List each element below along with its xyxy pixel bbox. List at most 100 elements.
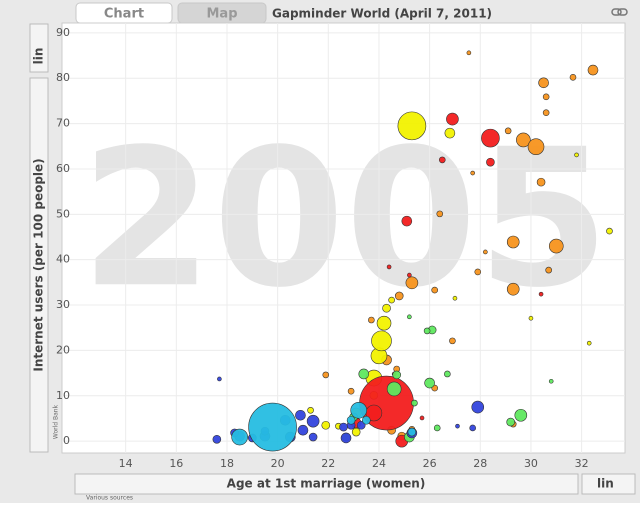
- bubble: [538, 291, 544, 297]
- bubble: [514, 408, 528, 422]
- bubble: [386, 381, 402, 397]
- bubble: [516, 132, 531, 148]
- bubble: [504, 127, 512, 135]
- x-tick-label: 32: [575, 457, 589, 470]
- bubble: [436, 210, 444, 218]
- x-tick-label: 24: [372, 457, 386, 470]
- bubble: [386, 264, 392, 270]
- bubble: [538, 77, 549, 89]
- x-axis-label[interactable]: Age at 1st marriage (women): [227, 477, 426, 491]
- bubble: [405, 276, 419, 290]
- y-tick-label: 30: [56, 298, 70, 311]
- bubble: [306, 414, 320, 428]
- bubble: [506, 235, 520, 249]
- bubble: [401, 215, 413, 227]
- bubble: [542, 109, 550, 117]
- bubble: [322, 371, 330, 379]
- bubble: [419, 415, 425, 421]
- chart-tab-label[interactable]: Chart: [104, 7, 144, 22]
- x-source: Various sources: [86, 495, 133, 502]
- x-scale-label[interactable]: lin: [597, 477, 614, 491]
- bubble: [351, 427, 361, 437]
- bubble: [545, 266, 552, 274]
- y-indicator-select[interactable]: [29, 77, 49, 453]
- bubble: [321, 420, 331, 430]
- x-tick-label: 14: [119, 457, 133, 470]
- bubble: [444, 370, 451, 378]
- y-axis-label[interactable]: Internet users (per 100 people): [32, 158, 46, 371]
- bubble: [586, 340, 592, 346]
- y-tick-label: 70: [56, 117, 70, 130]
- y-tick-label: 20: [56, 343, 70, 356]
- bubble: [392, 370, 401, 380]
- bubble: [606, 227, 613, 235]
- bubble: [350, 401, 367, 419]
- bubble: [411, 399, 418, 407]
- bubble: [481, 128, 500, 148]
- bubble: [407, 314, 412, 320]
- bubble: [248, 402, 297, 452]
- bubble: [346, 415, 356, 425]
- bubble: [466, 50, 472, 56]
- bubble: [424, 377, 435, 389]
- bubble: [433, 424, 441, 432]
- x-tick-label: 18: [220, 457, 234, 470]
- bubble: [423, 327, 431, 335]
- link-icon[interactable]: [611, 8, 628, 16]
- bubble: [469, 424, 476, 432]
- bubble: [548, 378, 554, 384]
- y-tick-label: 50: [56, 207, 70, 220]
- bubble: [307, 406, 314, 414]
- x-tick-label: 16: [169, 457, 183, 470]
- y-tick-label: 60: [56, 162, 70, 175]
- y-tick-label: 40: [56, 253, 70, 266]
- bubble: [486, 157, 495, 167]
- bubble: [231, 428, 248, 446]
- bubble: [574, 152, 579, 158]
- bubble: [407, 272, 412, 278]
- bubble: [470, 170, 475, 176]
- bubble: [212, 434, 222, 444]
- app-title: Gapminder World (April 7, 2011): [272, 7, 492, 21]
- bubble: [368, 316, 375, 324]
- y-source: World Bank: [53, 404, 60, 439]
- y-tick-label: 0: [63, 434, 70, 447]
- x-tick-label: 20: [271, 457, 285, 470]
- y-tick-label: 90: [56, 26, 70, 39]
- y-tick-label: 80: [56, 71, 70, 84]
- x-tick-label: 26: [423, 457, 437, 470]
- bubble: [528, 315, 534, 321]
- bubble: [361, 415, 371, 425]
- bubble: [397, 111, 427, 141]
- bubble: [340, 432, 352, 444]
- bubble: [542, 93, 550, 101]
- bubble: [388, 296, 395, 304]
- bubble: [382, 303, 391, 313]
- bubble: [536, 177, 546, 187]
- bubble: [449, 337, 456, 345]
- bubble: [569, 74, 577, 81]
- bubble: [455, 423, 460, 429]
- bubble: [452, 295, 458, 301]
- x-scale-select[interactable]: [581, 473, 636, 495]
- bubble: [444, 127, 456, 139]
- bubble: [483, 249, 488, 255]
- bubble: [587, 64, 599, 76]
- x-tick-label: 30: [524, 457, 538, 470]
- bubble: [548, 238, 564, 254]
- y-scale-select[interactable]: [29, 23, 49, 73]
- bubble: [347, 387, 355, 395]
- bubble: [527, 138, 545, 156]
- bubble: [358, 368, 370, 380]
- x-tick-label: 22: [321, 457, 335, 470]
- x-indicator-select[interactable]: [74, 473, 579, 495]
- x-tick-label: 28: [473, 457, 487, 470]
- bubble: [471, 400, 485, 414]
- bubble: [474, 268, 482, 276]
- bubble: [295, 409, 306, 421]
- y-scale-label[interactable]: lin: [32, 48, 46, 65]
- map-tab-label[interactable]: Map: [206, 7, 237, 22]
- bubble: [376, 315, 392, 331]
